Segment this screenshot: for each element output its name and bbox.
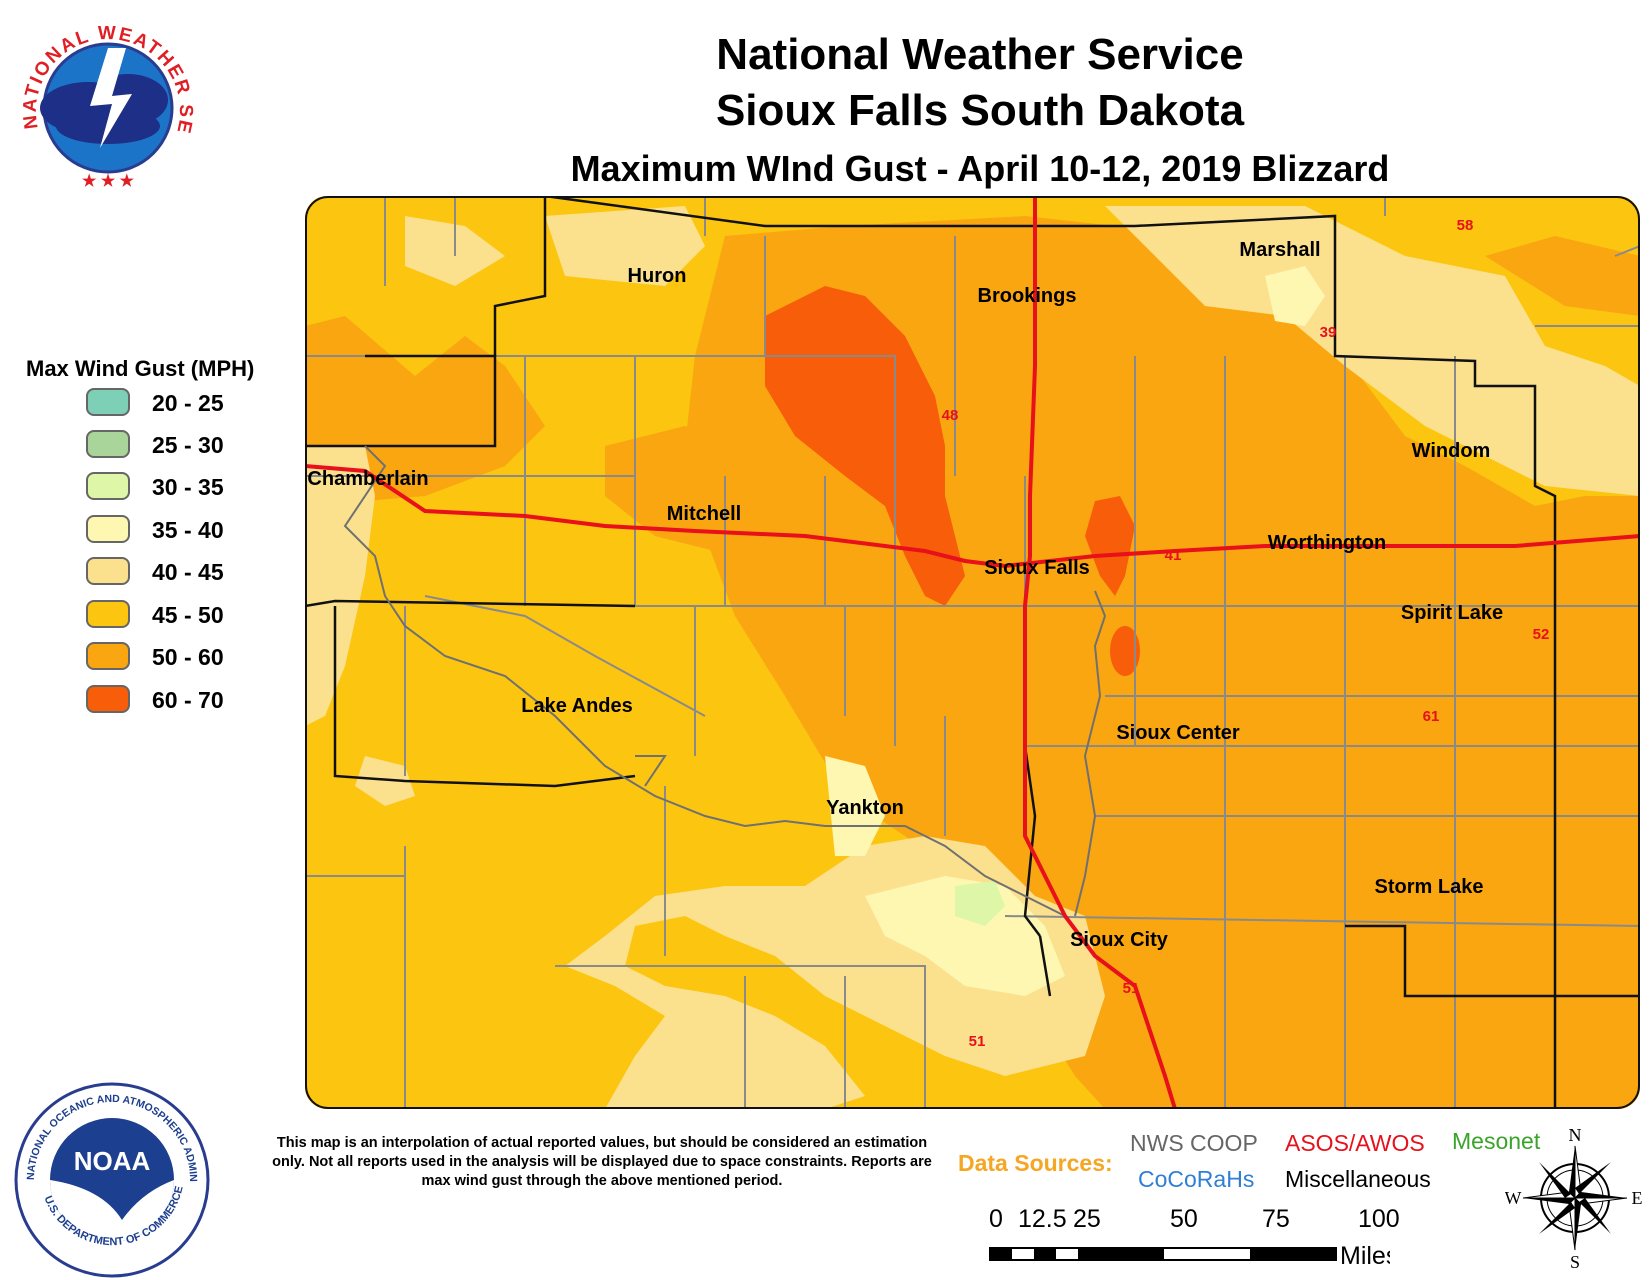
legend-swatch [86,642,130,670]
noaa-logo: NOAA NATIONAL OCEANIC AND ATMOSPHERIC AD… [12,1080,210,1278]
city-label: Huron [628,265,687,287]
scale-tick: 0 [989,1205,1003,1233]
legend-label: 40 - 45 [152,559,224,585]
source-nws-coop: NWS COOP [1130,1130,1258,1156]
legend-swatch [86,557,130,585]
legend-label: 30 - 35 [152,474,224,500]
report-value: 48 [942,407,959,424]
disclaimer: This map is an interpolation of actual r… [272,1135,932,1189]
city-label: Sioux City [1070,929,1169,951]
compass-w: W [1505,1188,1522,1208]
scale-tick: 12.5 [1018,1205,1067,1233]
legend-label: 50 - 60 [152,644,224,670]
city-label: Mitchell [667,503,741,525]
wind-gust-map: 58 39 48 41 52 61 51 51 Huron Brookings … [305,196,1640,1109]
scale-unit: Miles [1340,1242,1390,1266]
legend-label: 45 - 50 [152,602,224,628]
city-label: Yankton [826,797,904,819]
legend-title: Max Wind Gust (MPH) [26,356,255,381]
legend-swatch [86,600,130,628]
report-value: 41 [1165,547,1182,564]
scale-bar: Miles [989,1242,1390,1266]
city-label: Windom [1412,440,1491,462]
title-line-1: National Weather Service [716,30,1244,79]
legend-swatch [86,472,130,500]
city-label: Lake Andes [521,695,633,717]
legend-swatch [86,430,130,458]
svg-text:★ ★ ★: ★ ★ ★ [82,173,135,190]
source-miscellaneous: Miscellaneous [1285,1166,1431,1192]
data-sources-label: Data Sources: [958,1150,1113,1176]
report-value: 58 [1457,217,1474,234]
city-label: Chamberlain [307,468,428,490]
city-label: Sioux Center [1116,722,1240,744]
city-label: Storm Lake [1375,876,1484,898]
legend-swatch [86,685,130,713]
city-label: Sioux Falls [984,557,1090,579]
report-value: 39 [1320,324,1337,341]
compass-s: S [1570,1252,1580,1268]
report-value: 52 [1533,626,1550,643]
nws-logo: ★ ★ ★ NATIONAL WEATHER SERVICE [8,8,194,190]
scale-tick: 25 [1073,1205,1101,1233]
compass-rose: N S E W [1505,1128,1643,1268]
report-value: 51 [969,1033,986,1050]
source-asos-awos: ASOS/AWOS [1285,1130,1425,1156]
compass-e: E [1632,1188,1643,1208]
source-cocorahs: CoCoRaHs [1138,1166,1255,1192]
city-label: Brookings [978,285,1077,307]
noaa-logo-text: NOAA [74,1146,151,1176]
scale-tick: 75 [1262,1205,1290,1233]
legend-label: 60 - 70 [152,687,224,713]
scale-tick: 50 [1170,1205,1198,1233]
title-line-2: Sioux Falls South Dakota [715,86,1245,135]
map-title: Maximum WInd Gust - April 10-12, 2019 Bl… [570,148,1390,189]
legend-swatch [86,515,130,543]
report-value: 51 [1123,980,1140,997]
city-label: Marshall [1239,239,1320,261]
report-value: 61 [1423,708,1440,725]
legend-label: 25 - 30 [152,432,224,458]
city-label: Spirit Lake [1401,602,1503,624]
city-label: Worthington [1268,532,1386,554]
legend-label: 20 - 25 [152,390,224,416]
legend-swatch [86,388,130,416]
legend-label: 35 - 40 [152,517,224,543]
scale-tick: 100 [1358,1205,1400,1233]
compass-n: N [1569,1128,1582,1145]
source-mesonet: Mesonet [1452,1128,1541,1154]
